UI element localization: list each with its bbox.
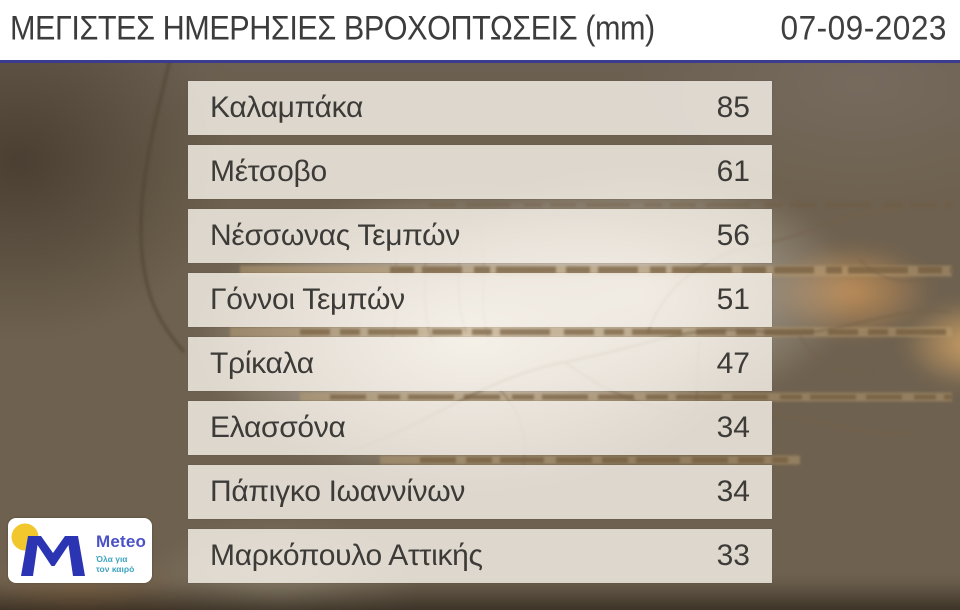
meteo-m-icon	[11, 523, 85, 576]
rainfall-value: 85	[716, 91, 750, 124]
station-name: Ελασσόνα	[210, 411, 346, 444]
station-name: Πάπιγκο Ιωαννίνων	[210, 475, 466, 508]
station-name: Νέσσωνας Τεμπών	[210, 219, 460, 252]
station-name: Καλαμπάκα	[210, 91, 364, 124]
table-row: Μέτσοβο 61	[188, 145, 772, 199]
rainfall-value: 51	[716, 283, 750, 316]
rainfall-value: 33	[716, 539, 750, 572]
rainfall-value: 34	[716, 475, 750, 508]
table-row: Καλαμπάκα 85	[188, 81, 772, 135]
rainfall-table: Καλαμπάκα 85 Μέτσοβο 61 Νέσσωνας Τεμπών …	[188, 81, 772, 593]
rainfall-value: 56	[716, 219, 750, 252]
rainfall-value: 34	[716, 411, 750, 444]
station-name: Γόννοι Τεμπών	[210, 283, 405, 316]
table-row: Νέσσωνας Τεμπών 56	[188, 209, 772, 263]
rainfall-value: 47	[716, 347, 750, 380]
meteo-wordmark: Meteo	[96, 532, 147, 551]
table-row: Γόννοι Τεμπών 51	[188, 273, 772, 327]
station-name: Μέτσοβο	[210, 155, 327, 188]
table-row: Ελασσόνα 34	[188, 401, 772, 455]
header-bar: ΜΕΓΙΣΤΕΣ ΗΜΕΡΗΣΙΕΣ ΒΡΟΧΟΠΤΩΣΕΙΣ (mm) 07-…	[0, 0, 960, 63]
table-row: Πάπιγκο Ιωαννίνων 34	[188, 465, 772, 519]
table-row: Τρίκαλα 47	[188, 337, 772, 391]
date-label: 07-09-2023	[780, 9, 947, 48]
station-name: Μαρκόπουλο Αττικής	[210, 539, 483, 572]
station-name: Τρίκαλα	[210, 347, 314, 380]
table-row: Μαρκόπουλο Αττικής 33	[188, 529, 772, 583]
meteo-logo: Meteo Όλα για τον καιρό	[8, 518, 152, 583]
meteo-tagline: Όλα για τον καιρό	[96, 554, 135, 575]
rainfall-value: 61	[716, 155, 750, 188]
meteo-logo-text: Meteo Όλα για τον καιρό	[96, 533, 146, 574]
page-title: ΜΕΓΙΣΤΕΣ ΗΜΕΡΗΣΙΕΣ ΒΡΟΧΟΠΤΩΣΕΙΣ (mm)	[10, 9, 655, 48]
